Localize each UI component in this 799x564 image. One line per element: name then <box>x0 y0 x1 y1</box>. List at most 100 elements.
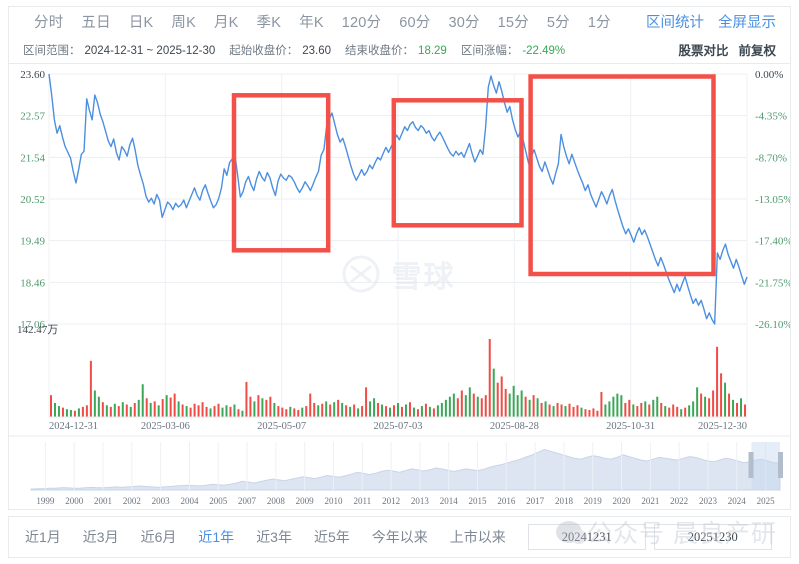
minimap-year-label-24: 2024 <box>728 496 747 506</box>
volume-bar-150 <box>648 404 651 417</box>
volume-bar-116 <box>512 385 515 417</box>
volume-bar-17 <box>117 406 120 417</box>
minimap-right-handle[interactable] <box>778 452 783 478</box>
volume-bar-41 <box>213 406 216 417</box>
volume-bar-140 <box>608 401 611 417</box>
volume-bar-102 <box>456 398 459 417</box>
volume-bar-3 <box>61 407 64 417</box>
volume-bar-14 <box>105 405 108 417</box>
volume-bar-122 <box>536 398 539 417</box>
quick-range-4[interactable]: 近3年 <box>256 529 292 545</box>
volume-bar-2 <box>57 406 60 417</box>
period-tab-2[interactable]: 日K <box>128 15 154 31</box>
chart-area[interactable]: 23.60 0.00% 22.57 -4.35% 21.54 -8.70% 20.52 -13… <box>8 64 791 510</box>
minimap-year-label-11: 2011 <box>353 496 371 506</box>
quick-range-7[interactable]: 上市以来 <box>449 529 506 545</box>
volume-bar-128 <box>560 404 563 417</box>
y-axis-right-label-2: -8.70% <box>755 152 787 164</box>
period-tab-3[interactable]: 周K <box>171 15 196 31</box>
volume-bar-142 <box>616 393 619 417</box>
price-volume-chart[interactable]: 23.60 0.00% 22.57 -4.35% 21.54 -8.70% 20.52 -13… <box>9 64 791 510</box>
volume-bar-139 <box>604 404 607 417</box>
period-tab-12[interactable]: 1分 <box>587 15 611 31</box>
volume-bar-40 <box>209 408 212 417</box>
volume-bar-105 <box>468 387 471 417</box>
period-tab-9[interactable]: 30分 <box>448 15 480 31</box>
fullscreen-link[interactable]: 全屏显示 <box>718 15 776 31</box>
quick-range-6[interactable]: 今年以来 <box>371 529 428 545</box>
volume-bar-133 <box>580 407 583 417</box>
minimap-selection-window[interactable] <box>751 442 781 490</box>
volume-bar-112 <box>496 382 499 417</box>
volume-bar-165 <box>708 398 711 417</box>
volume-bar-92 <box>416 409 419 417</box>
quick-range-0[interactable]: 近1月 <box>25 529 61 545</box>
x-axis-date-2: 2025-05-07 <box>257 421 306 432</box>
volume-bar-23 <box>141 384 144 417</box>
quick-range-1[interactable]: 近3月 <box>82 529 119 545</box>
stat-range-value: 2024-12-31 ~ 2025-12-30 <box>84 44 216 57</box>
volume-bar-52 <box>257 395 260 417</box>
volume-bar-125 <box>548 404 551 417</box>
volume-bar-131 <box>572 406 575 417</box>
volume-bar-95 <box>428 406 431 417</box>
minimap-year-label-25: 2025 <box>757 496 776 506</box>
stock-compare-button[interactable]: 股票对比 <box>678 44 729 58</box>
volume-bar-145 <box>628 399 631 417</box>
volume-bar-4 <box>65 409 68 417</box>
volume-bar-136 <box>592 408 595 417</box>
adjust-type-button[interactable]: 前复权 <box>738 44 776 58</box>
range-statistics-link[interactable]: 区间统计 <box>646 15 704 31</box>
volume-bar-154 <box>664 406 667 417</box>
period-tab-10[interactable]: 15分 <box>497 15 529 31</box>
volume-bar-56 <box>273 402 276 417</box>
minimap-year-label-4: 2003 <box>152 496 171 506</box>
quick-range-5[interactable]: 近5年 <box>313 529 350 545</box>
start-date-input[interactable]: 20241231 <box>527 524 646 550</box>
volume-bar-96 <box>432 408 435 417</box>
volume-bar-94 <box>424 403 427 417</box>
volume-bar-118 <box>520 390 523 417</box>
period-tab-6[interactable]: 年K <box>299 15 324 31</box>
volume-bar-68 <box>321 403 324 417</box>
end-date-input[interactable]: 20251230 <box>653 524 772 550</box>
volume-bar-173 <box>740 398 743 417</box>
period-tab-1[interactable]: 五日 <box>81 15 111 31</box>
volume-bar-27 <box>157 405 160 417</box>
volume-bar-1 <box>53 402 56 417</box>
volume-bar-89 <box>404 404 407 417</box>
minimap-year-label-7: 2007 <box>238 496 257 506</box>
quick-range-3[interactable]: 近1年 <box>198 529 235 545</box>
volume-bar-159 <box>684 407 687 417</box>
volume-bar-73 <box>341 402 344 417</box>
volume-bar-15 <box>109 406 112 417</box>
volume-bar-172 <box>736 402 739 417</box>
minimap-year-label-9: 2009 <box>296 496 315 506</box>
period-tab-0[interactable]: 分时 <box>34 15 64 31</box>
period-tab-5[interactable]: 季K <box>256 15 282 31</box>
volume-bar-13 <box>101 402 104 417</box>
period-tab-7[interactable]: 120分 <box>341 15 382 31</box>
quick-range-2[interactable]: 近6月 <box>140 529 177 545</box>
volume-bar-86 <box>393 405 395 417</box>
toolbar-links: 区间统计 全屏显示 <box>646 11 790 32</box>
volume-bar-49 <box>245 381 248 417</box>
volume-bar-28 <box>161 399 164 417</box>
volume-bar-74 <box>345 405 348 417</box>
period-tab-4[interactable]: 月K <box>213 15 239 31</box>
volume-bar-174 <box>744 404 746 417</box>
volume-bar-50 <box>249 396 252 417</box>
volume-bar-109 <box>484 395 487 417</box>
volume-bar-55 <box>269 396 272 417</box>
volume-bar-12 <box>97 396 100 417</box>
minimap-left-handle[interactable] <box>748 452 754 478</box>
volume-bar-71 <box>333 402 336 417</box>
volume-bar-115 <box>508 393 511 417</box>
volume-bar-121 <box>532 395 535 417</box>
x-axis-date-6: 2025-12-30 <box>698 421 747 432</box>
volume-bar-110 <box>488 339 491 417</box>
volume-bar-143 <box>620 395 623 417</box>
period-tab-11[interactable]: 5分 <box>546 15 570 31</box>
volume-bar-119 <box>524 396 527 417</box>
period-tab-8[interactable]: 60分 <box>399 15 431 31</box>
